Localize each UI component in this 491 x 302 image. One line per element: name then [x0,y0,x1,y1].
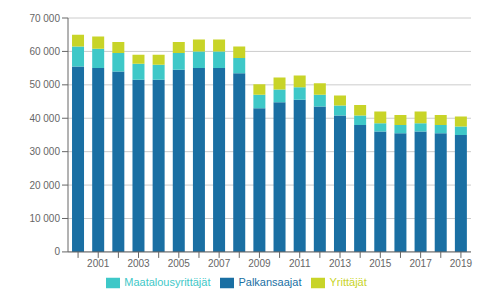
svg-text:70 000: 70 000 [29,13,60,24]
svg-text:2015: 2015 [369,258,392,269]
svg-text:50 000: 50 000 [29,79,60,90]
svg-text:2001: 2001 [87,258,110,269]
html-text:Palkansaajat: Palkansaajat [238,275,302,288]
svg-text:2013: 2013 [329,258,352,269]
svg-text:2019: 2019 [450,258,473,269]
svg-text:30 000: 30 000 [29,146,60,157]
svg-text:2007: 2007 [208,258,231,269]
html-text:Maatalousyrittäjät: Maatalousyrittäjät [124,275,211,288]
svg-text:60 000: 60 000 [29,46,60,57]
svg-text:2011: 2011 [289,258,311,269]
svg-text:10 000: 10 000 [29,213,60,224]
svg-text:2017: 2017 [410,258,433,269]
svg-text:20 000: 20 000 [29,180,60,191]
svg-text:2003: 2003 [127,258,150,269]
svg-text:2009: 2009 [248,258,271,269]
html-text:Yrittäjät: Yrittäjät [329,275,367,288]
svg-text:2005: 2005 [168,258,191,269]
svg-text:40 000: 40 000 [29,113,60,124]
svg-text:0: 0 [54,246,60,257]
